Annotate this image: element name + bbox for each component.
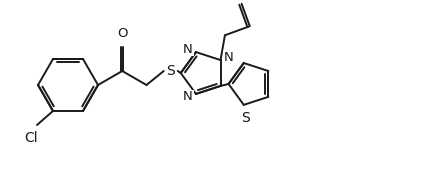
Text: N: N: [223, 51, 233, 64]
Text: O: O: [117, 27, 127, 40]
Text: S: S: [241, 111, 250, 125]
Text: Cl: Cl: [24, 131, 38, 145]
Text: S: S: [166, 64, 175, 78]
Text: N: N: [183, 90, 193, 103]
Text: N: N: [183, 43, 193, 56]
